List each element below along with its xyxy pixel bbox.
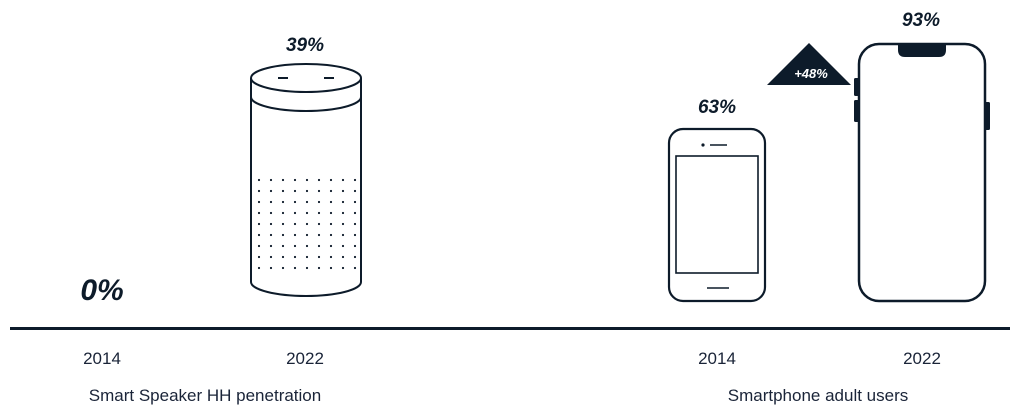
speaker-grille-dot xyxy=(306,212,308,214)
phone-2022-value: 93% xyxy=(881,10,961,32)
speaker-grille-dot xyxy=(306,190,308,192)
speaker-grille-dot xyxy=(318,245,320,247)
speaker-grille-dot xyxy=(294,212,296,214)
speaker-grille-dot xyxy=(342,190,344,192)
speaker-grille-dot xyxy=(354,256,356,258)
speaker-grille-dot xyxy=(282,212,284,214)
speaker-grille-dot xyxy=(294,234,296,236)
speaker-grille-dot xyxy=(282,201,284,203)
smartphone-icon xyxy=(852,40,994,304)
speaker-grille-dot xyxy=(330,245,332,247)
speaker-category-label: Smart Speaker HH penetration xyxy=(45,386,365,406)
speaker-grille-dot xyxy=(354,212,356,214)
speaker-grille-dot xyxy=(342,201,344,203)
speaker-grille-dot xyxy=(354,267,356,269)
speaker-grille-dot xyxy=(318,212,320,214)
speaker-grille-dot xyxy=(330,190,332,192)
speaker-grille-dot xyxy=(270,245,272,247)
speaker-grille-dot xyxy=(294,245,296,247)
speaker-grille-dot xyxy=(258,212,260,214)
speaker-grille-dot xyxy=(270,190,272,192)
speaker-grille-dot xyxy=(306,267,308,269)
speaker-grille-dot xyxy=(354,201,356,203)
speaker-grille-dot xyxy=(354,245,356,247)
speaker-year-2014: 2014 xyxy=(62,349,142,369)
speaker-grille-dot xyxy=(306,201,308,203)
speaker-grille-dot xyxy=(318,201,320,203)
speaker-grille-dot xyxy=(306,234,308,236)
speaker-year-2022: 2022 xyxy=(265,349,345,369)
speaker-grille-dot xyxy=(294,190,296,192)
speaker-grille-dot xyxy=(294,223,296,225)
speaker-grille-dot xyxy=(306,256,308,258)
speaker-grille-dot xyxy=(270,201,272,203)
speaker-grille-dot xyxy=(282,267,284,269)
speaker-grille-dot xyxy=(294,267,296,269)
mobile-phone-icon xyxy=(667,127,767,303)
speaker-grille-dot xyxy=(330,267,332,269)
speaker-grille-dot xyxy=(330,223,332,225)
speaker-grille-dot xyxy=(270,267,272,269)
speaker-grille-dot xyxy=(282,234,284,236)
speaker-grille-dot xyxy=(258,256,260,258)
speaker-grille-dot xyxy=(270,179,272,181)
speaker-grille-dot xyxy=(258,223,260,225)
speaker-grille-dot xyxy=(318,267,320,269)
phone-2014-value: 63% xyxy=(677,97,757,119)
speaker-grille-dot xyxy=(282,190,284,192)
speaker-2014-value: 0% xyxy=(62,274,142,308)
speaker-grille-dot xyxy=(342,179,344,181)
speaker-grille-dot xyxy=(270,212,272,214)
speaker-grille-dot xyxy=(318,223,320,225)
speaker-grille-dot xyxy=(318,190,320,192)
speaker-grille-dot xyxy=(270,223,272,225)
speaker-grille-dot xyxy=(330,212,332,214)
speaker-grille-dot xyxy=(342,223,344,225)
speaker-grille-dot xyxy=(318,256,320,258)
speaker-grille-dot xyxy=(258,201,260,203)
phone-category-label: Smartphone adult users xyxy=(658,386,978,406)
growth-badge-label: +48% xyxy=(781,66,841,81)
speaker-grille-dot xyxy=(294,256,296,258)
speaker-grille-dot xyxy=(258,179,260,181)
speaker-grille-dot xyxy=(258,245,260,247)
speaker-grille-dot xyxy=(282,245,284,247)
speaker-grille-dot xyxy=(306,179,308,181)
baseline-axis xyxy=(10,327,1010,330)
speaker-2022-value: 39% xyxy=(265,35,345,57)
speaker-grille-dot xyxy=(354,179,356,181)
speaker-grille-dot xyxy=(330,201,332,203)
speaker-grille-dot xyxy=(294,201,296,203)
speaker-grille-dot xyxy=(270,234,272,236)
speaker-grille-dot xyxy=(306,223,308,225)
speaker-grille-dot xyxy=(318,179,320,181)
speaker-grille-dot xyxy=(330,234,332,236)
speaker-grille-dot xyxy=(354,223,356,225)
speaker-grille-dot xyxy=(270,256,272,258)
speaker-grille-dot xyxy=(330,256,332,258)
smart-speaker-icon xyxy=(245,60,367,298)
speaker-grille-dot xyxy=(306,245,308,247)
speaker-grille-dot xyxy=(342,245,344,247)
speaker-grille-dot xyxy=(294,179,296,181)
speaker-grille-dot xyxy=(342,256,344,258)
speaker-grille-dot xyxy=(354,190,356,192)
speaker-grille-dot xyxy=(282,179,284,181)
speaker-grille-dot xyxy=(342,234,344,236)
phone-year-2014: 2014 xyxy=(677,349,757,369)
speaker-grille-dot xyxy=(282,223,284,225)
speaker-grille-dot xyxy=(354,234,356,236)
phone-year-2022: 2022 xyxy=(882,349,962,369)
speaker-grille-dot xyxy=(318,234,320,236)
speaker-grille-dot xyxy=(258,267,260,269)
speaker-grille-dot xyxy=(258,190,260,192)
speaker-grille-dot xyxy=(282,256,284,258)
speaker-grille-dot xyxy=(342,267,344,269)
speaker-grille-dot xyxy=(342,212,344,214)
speaker-grille-dot xyxy=(330,179,332,181)
speaker-grille-dot xyxy=(258,234,260,236)
